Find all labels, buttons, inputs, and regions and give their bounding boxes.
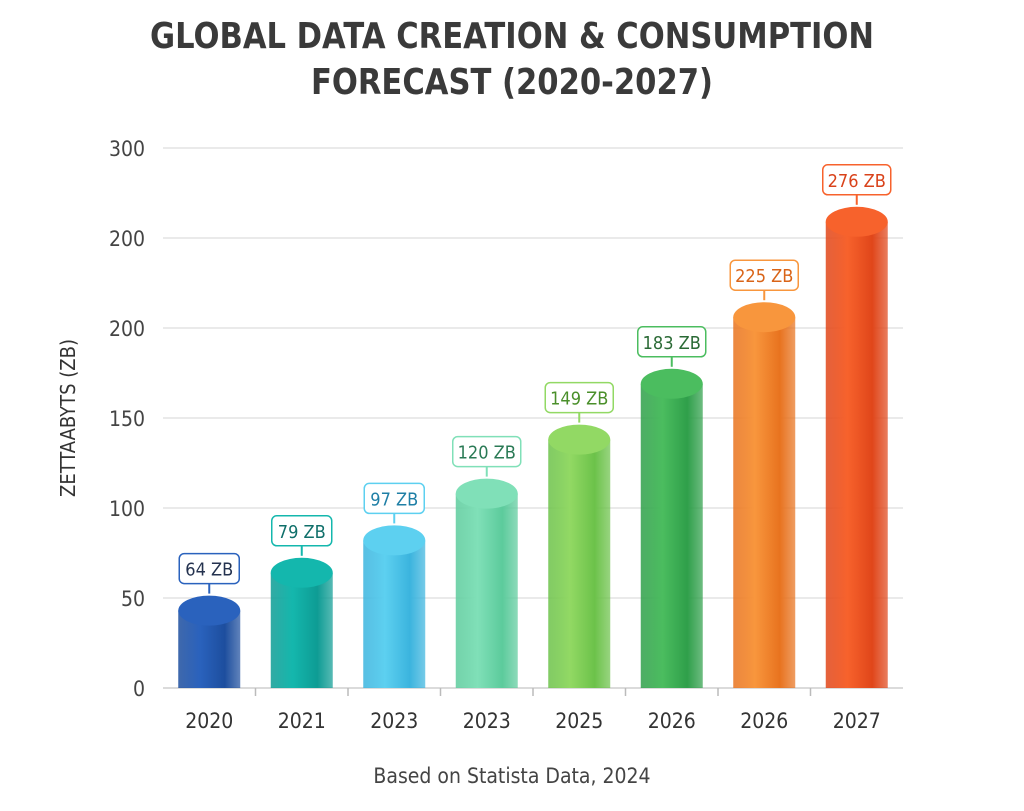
x-tick-label: 2020 <box>185 709 233 733</box>
data-label-box <box>544 381 614 414</box>
y-tick-label: 0 <box>133 677 145 701</box>
x-tick-label: 2026 <box>740 709 788 733</box>
x-tick-label: 2023 <box>463 709 511 733</box>
bar-2023 <box>455 493 518 688</box>
data-label-box <box>452 435 522 468</box>
bar-cap-2026 <box>733 302 796 333</box>
data-label: 120 ZB <box>458 443 516 464</box>
bar-cap-2023 <box>363 525 426 556</box>
x-tick-label: 2027 <box>833 709 881 733</box>
x-tick-label: 2023 <box>370 709 418 733</box>
bar-cap-2026 <box>640 368 703 399</box>
data-label-box <box>822 164 892 196</box>
chart-title-line-1: GLOBAL DATA CREATION & CONSUMPTION <box>149 16 875 57</box>
y-tick-label: 50 <box>121 587 145 611</box>
source-note: Based on Statista Data, 2024 <box>373 764 651 788</box>
data-label: 149 ZB <box>550 389 608 410</box>
bar-cap-2025 <box>548 424 611 455</box>
bar-2027 <box>825 221 888 689</box>
bar-cap-2023 <box>455 478 518 509</box>
chart-title-line-2: FORECAST (2020-2027) <box>310 62 714 103</box>
bar-2026 <box>733 317 796 688</box>
y-tick-label: 100 <box>109 497 145 521</box>
data-label-box <box>363 482 425 515</box>
x-tick-label: 2025 <box>555 709 603 733</box>
data-label: 97 ZB <box>370 489 418 510</box>
bar-cap-2027 <box>825 206 888 237</box>
y-tick-label: 150 <box>109 407 145 431</box>
data-label-box <box>178 552 240 585</box>
bar-2026 <box>640 383 703 688</box>
y-tick-label: 200 <box>109 227 145 251</box>
data-label-box <box>637 326 707 358</box>
y-tick-label: 200 <box>109 317 145 341</box>
bar-2021 <box>270 572 333 688</box>
chart-title: GLOBAL DATA CREATION & CONSUMPTION FOREC… <box>77 14 947 106</box>
data-label: 183 ZB <box>643 333 701 354</box>
bar-2023 <box>363 540 426 688</box>
bar-cap-2021 <box>270 557 333 588</box>
data-label: 64 ZB <box>185 560 233 581</box>
bar-cap-2020 <box>178 595 241 626</box>
data-label: 225 ZB <box>735 266 793 287</box>
y-tick-label: 300 <box>109 137 145 161</box>
data-label: 276 ZB <box>828 171 886 192</box>
data-label: 79 ZB <box>278 522 326 543</box>
data-label-box <box>271 515 333 547</box>
bar-2025 <box>548 439 611 688</box>
data-label-box <box>729 259 799 291</box>
x-tick-label: 2021 <box>278 709 326 733</box>
x-tick-label: 2026 <box>648 709 696 733</box>
